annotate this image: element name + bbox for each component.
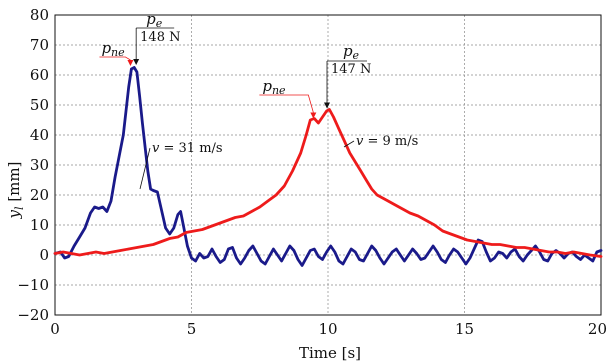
red-pe-label: pe (343, 42, 360, 62)
x-tick-labels: 0 5 10 15 20 (50, 320, 607, 338)
y-tick-label: 20 (30, 186, 49, 204)
y-tick-label: 70 (30, 36, 49, 54)
y-tick-label: 50 (30, 96, 49, 114)
y-tick-label: 60 (30, 66, 49, 84)
blue-pne-label: pne (101, 39, 125, 59)
red-pe-value: 147 N (331, 62, 371, 77)
blue-pne-arrow (127, 60, 134, 66)
y-tick-label: 30 (30, 156, 49, 174)
red-pne-label: pne (262, 77, 286, 97)
red-pne-leader (259, 94, 314, 113)
y-tick-label: −10 (17, 276, 49, 294)
y-tick-label: 10 (30, 216, 49, 234)
blue-pe-arrow (133, 59, 140, 65)
blue-pe-label: pe (146, 10, 163, 30)
series-line-v31 (53, 66, 603, 267)
y-tick-label: 40 (30, 126, 49, 144)
red-pe-arrow (324, 102, 330, 109)
x-axis-label: Time [s] (299, 344, 361, 362)
x-tick-label: 15 (455, 320, 474, 338)
y-tick-label: 0 (39, 246, 49, 264)
red-pne-arrow (310, 112, 317, 119)
x-tick-label: 5 (187, 320, 197, 338)
series-label-v31: v = 31 m/s (152, 141, 223, 156)
plot-frame (54, 14, 602, 316)
x-tick-label: 10 (318, 320, 337, 338)
y-tick-labels: −20 −10 0 10 20 30 40 50 60 70 80 (17, 6, 49, 324)
x-tick-label: 20 (588, 320, 607, 338)
series-label-v31-leader (139, 147, 151, 190)
series (53, 66, 603, 267)
series-label-v9: v = 9 m/s (356, 134, 418, 149)
series-label-v9-leader (343, 140, 355, 148)
series-line-v9 (53, 108, 603, 258)
y-axis-label: yl [mm] (5, 162, 26, 220)
blue-pe-value: 148 N (140, 30, 180, 45)
x-tick-label: 0 (50, 320, 60, 338)
blue-pne-leader (99, 56, 131, 61)
y-tick-label: −20 (17, 306, 49, 324)
y-tick-label: 80 (30, 6, 49, 24)
